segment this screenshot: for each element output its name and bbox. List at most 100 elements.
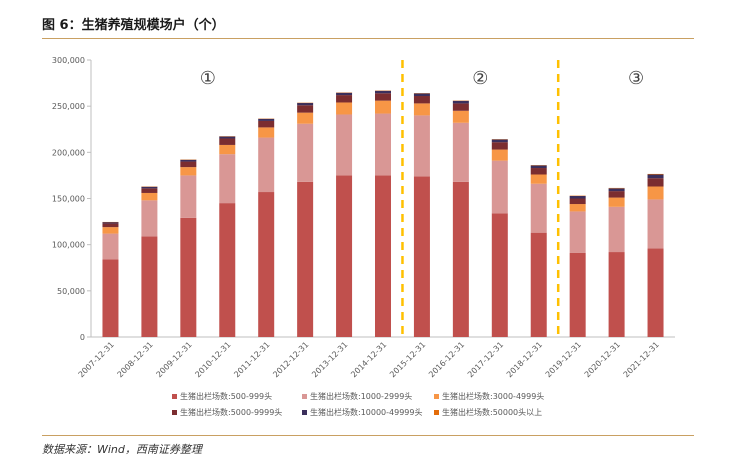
- bar-segment-series-2: [531, 184, 547, 233]
- x-tick-label: 2021-12-31: [622, 340, 661, 379]
- x-tick-label: 2018-12-31: [505, 340, 544, 379]
- bar-segment-series-2: [258, 138, 274, 192]
- x-tick-label: 2007-12-31: [77, 340, 116, 379]
- y-tick-label: 50,000: [57, 287, 85, 296]
- bar-segment-series-4: [219, 138, 235, 144]
- bar-segment-series-2: [609, 207, 625, 252]
- legend-swatch: [434, 410, 439, 415]
- bar-segment-series-4: [180, 162, 196, 168]
- legend-label: 生猪出栏场数:10000-49999头: [310, 407, 422, 417]
- bar-segment-series-3: [102, 227, 118, 233]
- y-tick-label: 100,000: [52, 241, 85, 250]
- bar-segment-series-3: [531, 174, 547, 183]
- bar-segment-series-1: [375, 175, 391, 337]
- legend-swatch: [302, 410, 307, 415]
- bar-segment-series-5: [609, 188, 625, 191]
- bar-segment-series-5: [141, 187, 157, 189]
- bar-segment-series-4: [492, 142, 508, 149]
- x-tick-label: 2013-12-31: [310, 340, 349, 379]
- bar-segment-series-4: [453, 103, 469, 110]
- bar-segment-series-3: [375, 101, 391, 114]
- bar-segment-series-4: [648, 178, 664, 186]
- bar-segment-series-1: [336, 175, 352, 337]
- bar-segment-series-3: [219, 145, 235, 154]
- bar-segment-series-5: [453, 101, 469, 104]
- bar-segment-series-5: [414, 93, 430, 96]
- bar-segment-series-1: [648, 248, 664, 337]
- period-annotation: ①: [200, 68, 216, 89]
- x-tick-label: 2010-12-31: [193, 340, 232, 379]
- legend-swatch: [302, 394, 307, 399]
- bar-segment-series-3: [414, 103, 430, 115]
- period-annotation: ③: [628, 68, 644, 89]
- x-tick-label: 2009-12-31: [155, 340, 194, 379]
- bar-segment-series-3: [492, 150, 508, 161]
- x-tick-label: 2015-12-31: [388, 340, 427, 379]
- y-tick-label: 300,000: [52, 56, 85, 65]
- legend-swatch: [434, 394, 439, 399]
- bar-segment-series-5: [336, 93, 352, 95]
- bar-segment-series-3: [453, 111, 469, 123]
- bar-segment-series-2: [297, 124, 313, 182]
- bar-segment-series-4: [258, 121, 274, 127]
- x-tick-label: 2020-12-31: [583, 340, 622, 379]
- bar-segment-series-2: [492, 161, 508, 214]
- bar-segment-series-2: [453, 123, 469, 182]
- bar-segment-series-4: [570, 199, 586, 205]
- bar-segment-series-1: [609, 252, 625, 337]
- bar-segment-series-2: [336, 114, 352, 175]
- bar-segment-series-1: [141, 236, 157, 337]
- bar-segment-series-1: [219, 203, 235, 337]
- bar-segment-series-1: [414, 176, 430, 337]
- bar-segment-series-5: [258, 119, 274, 121]
- y-tick-label: 200,000: [52, 148, 85, 157]
- bar-segment-series-2: [648, 199, 664, 248]
- bar-segment-series-5: [375, 91, 391, 93]
- bar-segment-series-2: [414, 115, 430, 176]
- legend-swatch: [172, 394, 177, 399]
- bar-segment-series-1: [570, 253, 586, 337]
- y-tick-label: 0: [80, 333, 85, 342]
- figure-footer-rule: [42, 435, 694, 436]
- period-annotation: ②: [472, 68, 488, 89]
- x-tick-label: 2012-12-31: [271, 340, 310, 379]
- bar-segment-series-5: [531, 165, 547, 168]
- bar-segment-series-4: [297, 105, 313, 112]
- legend-label: 生猪出栏场数:500-999头: [180, 391, 272, 401]
- bar-segment-series-3: [648, 186, 664, 199]
- bar-segment-series-4: [414, 96, 430, 103]
- x-tick-label: 2011-12-31: [232, 340, 271, 379]
- x-tick-label: 2019-12-31: [544, 340, 583, 379]
- bar-segment-series-4: [141, 188, 157, 193]
- bar-segment-series-5: [219, 136, 235, 138]
- bar-segment-series-2: [141, 200, 157, 236]
- bar-segment-series-5: [102, 222, 118, 223]
- x-tick-label: 2016-12-31: [427, 340, 466, 379]
- bar-segment-series-2: [219, 154, 235, 203]
- bar-segment-series-6: [648, 174, 664, 175]
- x-tick-label: 2014-12-31: [349, 340, 388, 379]
- bar-segment-series-1: [102, 259, 118, 337]
- bar-segment-series-1: [258, 192, 274, 337]
- x-tick-label: 2017-12-31: [466, 340, 505, 379]
- bar-segment-series-5: [180, 160, 196, 162]
- bar-segment-series-2: [375, 114, 391, 176]
- bar-segment-series-1: [180, 218, 196, 337]
- bar-segment-series-4: [531, 168, 547, 174]
- bar-segment-series-3: [258, 127, 274, 137]
- bar-segment-series-2: [180, 175, 196, 217]
- bar-segment-series-5: [648, 174, 664, 178]
- bar-segment-series-3: [141, 193, 157, 200]
- bar-segment-series-2: [102, 234, 118, 260]
- bar-segment-series-3: [570, 204, 586, 211]
- bar-segment-series-3: [297, 113, 313, 124]
- bar-segment-series-3: [336, 102, 352, 114]
- legend-swatch: [172, 410, 177, 415]
- bar-segment-series-1: [492, 213, 508, 337]
- bar-segment-series-1: [531, 233, 547, 337]
- bar-segment-series-5: [492, 139, 508, 142]
- y-tick-label: 150,000: [52, 195, 85, 204]
- bar-segment-series-5: [297, 103, 313, 105]
- bar-segment-series-1: [297, 182, 313, 337]
